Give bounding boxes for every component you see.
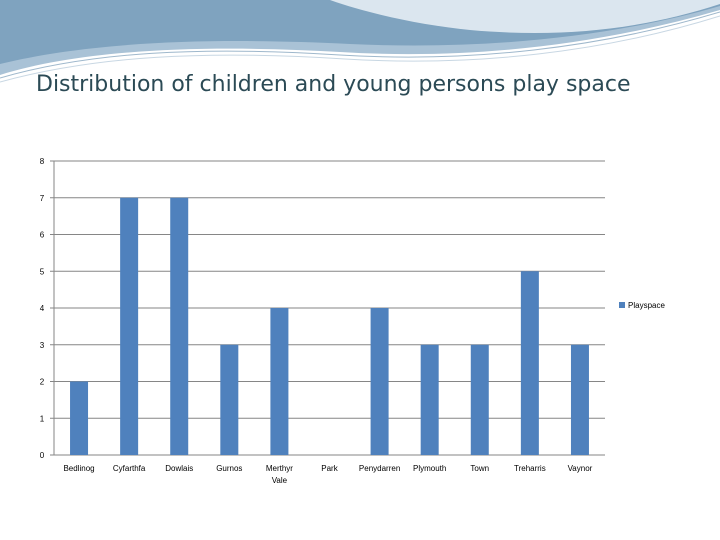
x-category-label: Plymouth [413,464,446,473]
x-category-label: Penydarren [359,464,400,473]
x-category-label: Town [470,464,489,473]
bar-dowlais [170,197,189,455]
x-category-label: Cyfarthfa [113,464,146,473]
header-wave-decoration [0,0,720,83]
bar-merthyr-vale [270,308,289,455]
x-category-label: Park [321,464,338,473]
legend: Playspace [619,301,665,310]
legend-swatch-playspace [619,302,625,308]
x-category-label: Dowlais [165,464,193,473]
y-tick-label: 1 [40,414,45,423]
gridlines [50,160,605,456]
bar-cyfarthfa [120,197,139,455]
y-tick-label: 7 [40,194,45,203]
y-tick-label: 4 [40,304,45,313]
x-axis-category-labels: Bedlinog Cyfarthfa Dowlais Gurnos Merthyr Val… [63,464,592,485]
x-category-label: Bedlinog [63,464,94,473]
y-tick-label: 8 [40,157,45,166]
bar-series-playspace [70,197,589,455]
legend-label-playspace: Playspace [628,301,665,310]
bar-gurnos [220,344,239,455]
x-category-label: Treharris [514,464,546,473]
x-category-label: Gurnos [216,464,242,473]
bar-treharris [520,271,539,455]
y-tick-label: 2 [40,378,45,387]
y-tick-label: 0 [40,451,45,460]
bar-penydarren [370,308,389,455]
y-tick-label: 6 [40,231,45,240]
slide-title: Distribution of children and young perso… [36,72,631,97]
bar-bedlinog [70,381,89,455]
bar-vaynor [570,344,589,455]
y-axis-tick-labels: 0 1 2 3 4 5 6 7 8 [40,157,45,460]
y-tick-label: 3 [40,341,45,350]
x-category-label: Merthyr Vale [266,464,293,485]
bar-plymouth [420,344,439,455]
y-tick-label: 5 [40,267,45,276]
x-category-label: Vaynor [568,464,593,473]
bar-town [470,344,489,455]
